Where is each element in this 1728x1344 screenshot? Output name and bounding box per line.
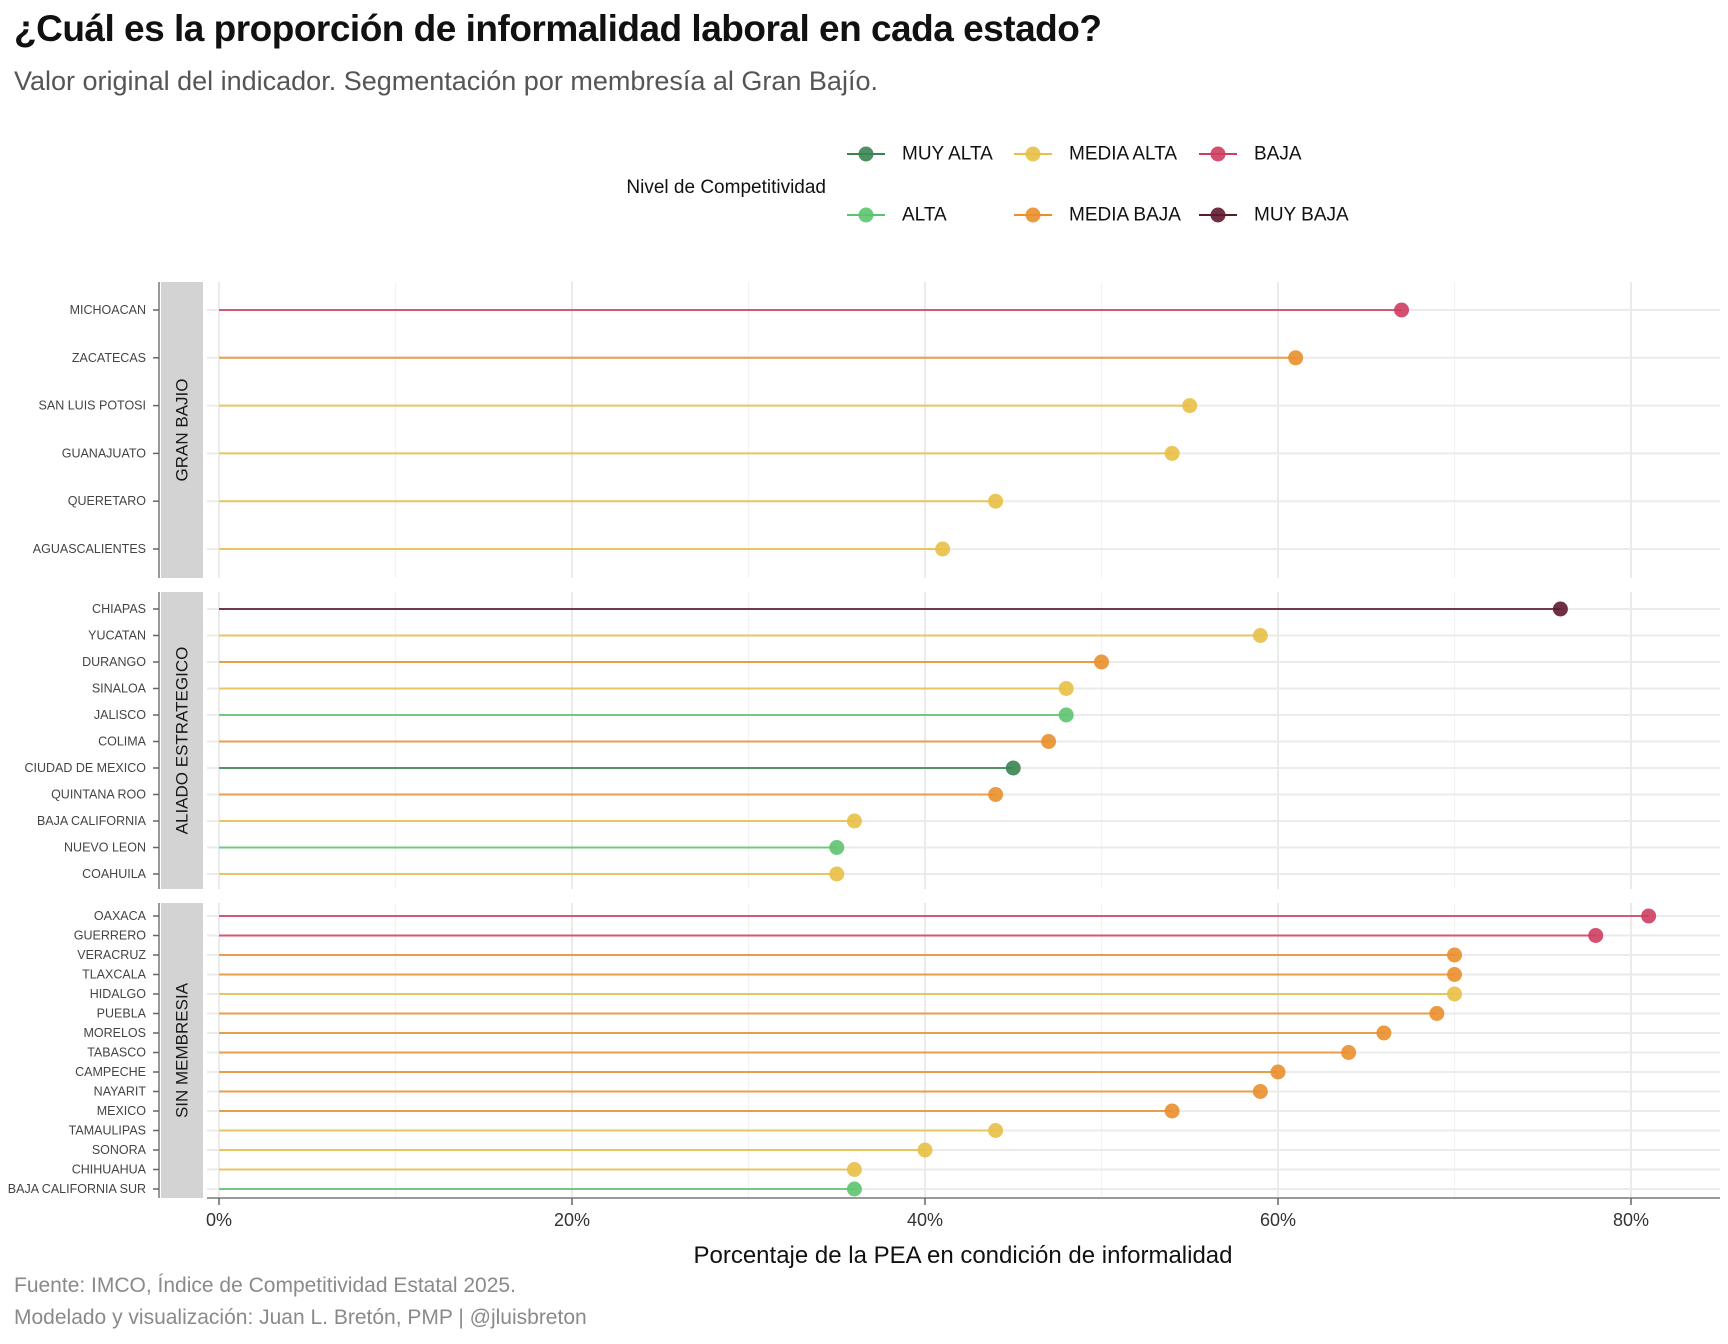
legend-label: BAJA <box>1254 144 1302 165</box>
category-label: SINALOA <box>92 682 147 696</box>
data-point <box>1553 602 1568 617</box>
data-point <box>918 1143 933 1158</box>
data-point <box>935 542 950 557</box>
category-label: CHIAPAS <box>92 602 146 616</box>
category-label: TAMAULIPAS <box>69 1124 146 1138</box>
category-label: CHIHUAHUA <box>72 1163 147 1177</box>
category-label: COAHUILA <box>82 867 147 881</box>
x-tick-label: 40% <box>907 1210 943 1230</box>
data-point <box>1165 1104 1180 1119</box>
x-tick-label: 60% <box>1260 1210 1296 1230</box>
x-tick-label: 0% <box>206 1210 232 1230</box>
legend-label: MEDIA ALTA <box>1069 144 1177 165</box>
data-point <box>1641 909 1656 924</box>
data-point <box>1059 681 1074 696</box>
data-point <box>847 1162 862 1177</box>
legend-label: ALTA <box>902 205 947 226</box>
category-label: AGUASCALIENTES <box>33 542 146 556</box>
category-label: TLAXCALA <box>82 968 147 982</box>
category-label: HIDALGO <box>90 987 147 1001</box>
data-point <box>1447 967 1462 982</box>
category-label: GUERRERO <box>74 929 147 943</box>
legend-label: MEDIA BAJA <box>1069 205 1181 226</box>
data-point <box>988 494 1003 509</box>
category-label: QUERETARO <box>68 494 147 508</box>
category-label: CAMPECHE <box>75 1065 146 1079</box>
legend-key-dot <box>859 147 874 162</box>
data-point <box>1288 350 1303 365</box>
legend-label: MUY ALTA <box>902 144 993 165</box>
category-label: ZACATECAS <box>72 351 146 365</box>
data-point <box>1094 655 1109 670</box>
data-point <box>988 787 1003 802</box>
data-point <box>1429 1006 1444 1021</box>
category-label: VERACRUZ <box>77 948 146 962</box>
category-label: COLIMA <box>98 735 147 749</box>
category-label: JALISCO <box>94 708 146 722</box>
data-point <box>1447 987 1462 1002</box>
x-tick-label: 80% <box>1613 1210 1649 1230</box>
category-label: SAN LUIS POTOSI <box>39 399 146 413</box>
data-point <box>1041 734 1056 749</box>
data-point <box>1182 398 1197 413</box>
data-point <box>1394 303 1409 318</box>
data-point <box>1165 446 1180 461</box>
data-point <box>829 840 844 855</box>
caption-source: Fuente: IMCO, Índice de Competitividad E… <box>14 1274 516 1298</box>
legend-key-dot <box>1211 208 1226 223</box>
data-point <box>1376 1026 1391 1041</box>
x-axis-title: Porcentaje de la PEA en condición de inf… <box>693 1242 1232 1269</box>
data-point <box>847 814 862 829</box>
category-label: TABASCO <box>87 1046 146 1060</box>
legend-label: MUY BAJA <box>1254 205 1349 226</box>
legend-title: Nivel de Competitividad <box>626 177 826 198</box>
category-label: MICHOACAN <box>70 303 146 317</box>
category-label: DURANGO <box>82 655 146 669</box>
data-point <box>1253 628 1268 643</box>
data-point <box>1059 708 1074 723</box>
data-point <box>829 867 844 882</box>
data-point <box>1447 948 1462 963</box>
category-label: BAJA CALIFORNIA <box>37 814 147 828</box>
legend-key-dot <box>1026 147 1041 162</box>
facet-label: ALIADO ESTRATEGICO <box>173 647 192 835</box>
category-label: QUINTANA ROO <box>51 788 146 802</box>
category-label: YUCATAN <box>88 629 146 643</box>
data-point <box>1341 1045 1356 1060</box>
legend-key-dot <box>1211 147 1226 162</box>
category-label: OAXACA <box>94 909 147 923</box>
data-point <box>1253 1084 1268 1099</box>
category-label: BAJA CALIFORNIA SUR <box>8 1182 146 1196</box>
data-point <box>847 1182 862 1197</box>
facet-label: SIN MEMBRESIA <box>173 982 192 1118</box>
category-label: NUEVO LEON <box>64 841 146 855</box>
category-label: PUEBLA <box>97 1007 147 1021</box>
data-point <box>1271 1065 1286 1080</box>
facet-label: GRAN BAJIO <box>173 379 192 482</box>
category-label: MEXICO <box>97 1104 147 1118</box>
legend-key-dot <box>1026 208 1041 223</box>
x-tick-label: 20% <box>554 1210 590 1230</box>
category-label: GUANAJUATO <box>62 446 147 460</box>
data-point <box>1588 928 1603 943</box>
data-point <box>1006 761 1021 776</box>
category-label: SONORA <box>92 1143 147 1157</box>
category-label: CIUDAD DE MEXICO <box>24 761 146 775</box>
data-point <box>988 1123 1003 1138</box>
caption-author: Modelado y visualización: Juan L. Bretón… <box>14 1306 587 1330</box>
category-label: NAYARIT <box>94 1085 147 1099</box>
category-label: MORELOS <box>83 1026 146 1040</box>
legend-key-dot <box>859 208 874 223</box>
